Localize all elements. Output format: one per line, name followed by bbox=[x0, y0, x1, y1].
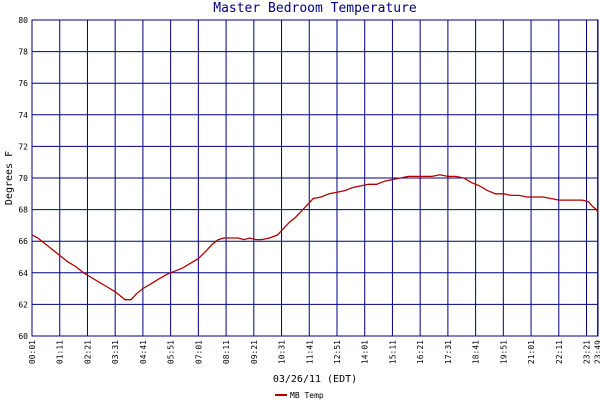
x-axis-label: 03/26/11 (EDT) bbox=[273, 374, 357, 385]
x-tick-label: 19:51 bbox=[499, 340, 508, 364]
grid-lines bbox=[31, 19, 599, 337]
x-tick-label: 15:11 bbox=[388, 340, 397, 364]
y-tick-label: 62 bbox=[18, 300, 28, 309]
x-tick-label: 14:01 bbox=[361, 340, 370, 364]
x-tick-label: 17:31 bbox=[444, 340, 453, 364]
y-axis-label: Degrees F bbox=[4, 151, 15, 205]
x-tick-label: 02:21 bbox=[83, 340, 92, 364]
y-tick-label: 68 bbox=[18, 206, 28, 215]
x-tick-label: 18:41 bbox=[472, 340, 481, 364]
x-tick-label: 16:21 bbox=[416, 340, 425, 364]
x-tick-label: 12:51 bbox=[333, 340, 342, 364]
legend: MB Temp bbox=[275, 391, 324, 400]
x-axis-ticks: 00:01 01:11 02:21 03:31 04:41 05:51 07:01 08:11… bbox=[28, 340, 600, 364]
y-tick-label: 78 bbox=[18, 48, 28, 57]
y-tick-label: 80 bbox=[18, 16, 28, 25]
legend-label: MB Temp bbox=[290, 391, 324, 400]
x-tick-label: 03:31 bbox=[111, 340, 120, 364]
x-tick-label: 04:41 bbox=[139, 340, 148, 364]
y-tick-label: 64 bbox=[18, 269, 28, 278]
y-tick-label: 60 bbox=[18, 332, 28, 341]
x-tick-label: 10:31 bbox=[278, 340, 287, 364]
y-tick-label: 72 bbox=[18, 142, 28, 151]
x-tick-label: 23:49 bbox=[594, 340, 600, 364]
y-tick-label: 76 bbox=[18, 79, 28, 88]
x-tick-label: 07:01 bbox=[194, 340, 203, 364]
x-tick-label: 11:41 bbox=[305, 340, 314, 364]
y-tick-label: 74 bbox=[18, 111, 28, 120]
x-tick-label: 08:11 bbox=[222, 340, 231, 364]
x-tick-label: 00:01 bbox=[28, 340, 37, 364]
x-tick-label: 05:51 bbox=[167, 340, 176, 364]
x-tick-label: 23:21 bbox=[583, 340, 592, 364]
x-tick-label: 21:01 bbox=[527, 340, 536, 364]
x-tick-label: 01:11 bbox=[56, 340, 65, 364]
y-tick-label: 70 bbox=[18, 174, 28, 183]
x-tick-label: 09:21 bbox=[250, 340, 259, 364]
series-line-mb-temp bbox=[31, 174, 599, 301]
chart-title: Master Bedroom Temperature bbox=[213, 1, 417, 16]
y-tick-label: 66 bbox=[18, 237, 28, 246]
series-lines bbox=[31, 174, 599, 301]
x-tick-label: 22:11 bbox=[555, 340, 564, 364]
y-axis-ticks: 60 62 64 66 68 70 72 74 76 78 80 bbox=[18, 16, 28, 341]
